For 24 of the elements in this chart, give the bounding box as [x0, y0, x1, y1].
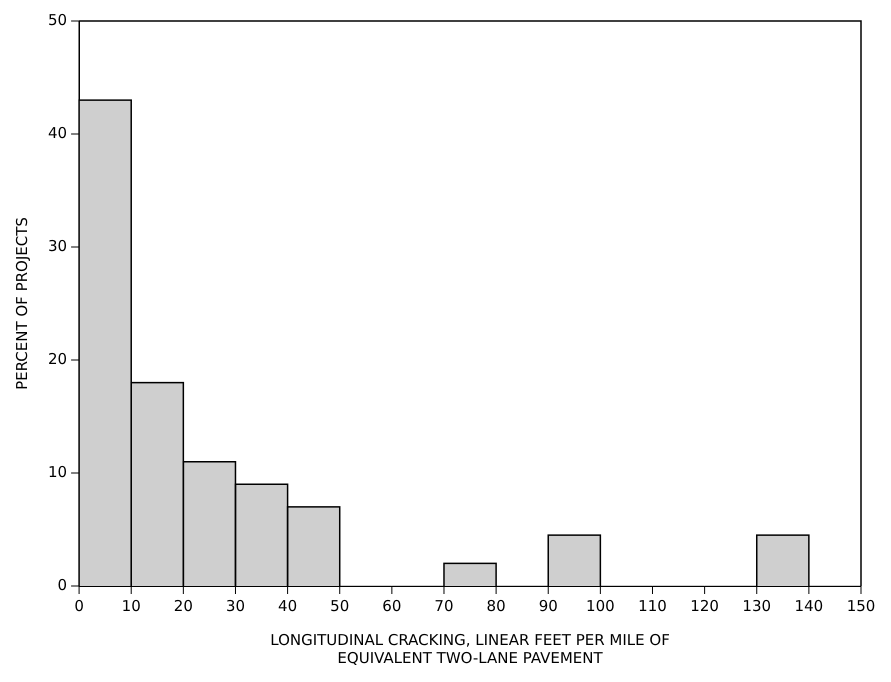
x-tick-label: 30 — [226, 596, 246, 615]
x-tick-label: 10 — [122, 596, 141, 615]
x-tick-label: 80 — [486, 596, 506, 615]
y-tick-label: 0 — [58, 576, 68, 594]
x-tick-label: 20 — [174, 596, 193, 615]
x-tick-label: 40 — [278, 596, 298, 615]
y-tick-label: 40 — [48, 124, 68, 142]
y-axis-title: PERCENT OF PROJECTS — [12, 217, 31, 390]
y-tick-label: 30 — [48, 236, 68, 255]
y-tick-label: 50 — [48, 10, 68, 29]
x-tick-label: 110 — [638, 596, 667, 615]
x-tick-label: 120 — [690, 596, 719, 615]
x-tick-label: 70 — [434, 596, 454, 615]
x-tick-label: 100 — [586, 596, 615, 615]
x-tick-label: 150 — [846, 596, 876, 615]
x-tick-label: 0 — [74, 596, 84, 615]
x-axis-title: LONGITUDINAL CRACKING, LINEAR FEET PER MILE OF EQUIVALENT TWO-LANE PAVEMENT — [270, 630, 670, 667]
x-tick-label: 50 — [330, 596, 350, 615]
x-tick-label: 130 — [742, 596, 772, 615]
x-tick-label: 90 — [538, 596, 558, 615]
x-tick-label: 60 — [382, 596, 402, 615]
x-tick-label: 140 — [794, 596, 824, 615]
y-tick-label: 20 — [48, 350, 68, 368]
y-tick-label: 10 — [48, 462, 68, 481]
